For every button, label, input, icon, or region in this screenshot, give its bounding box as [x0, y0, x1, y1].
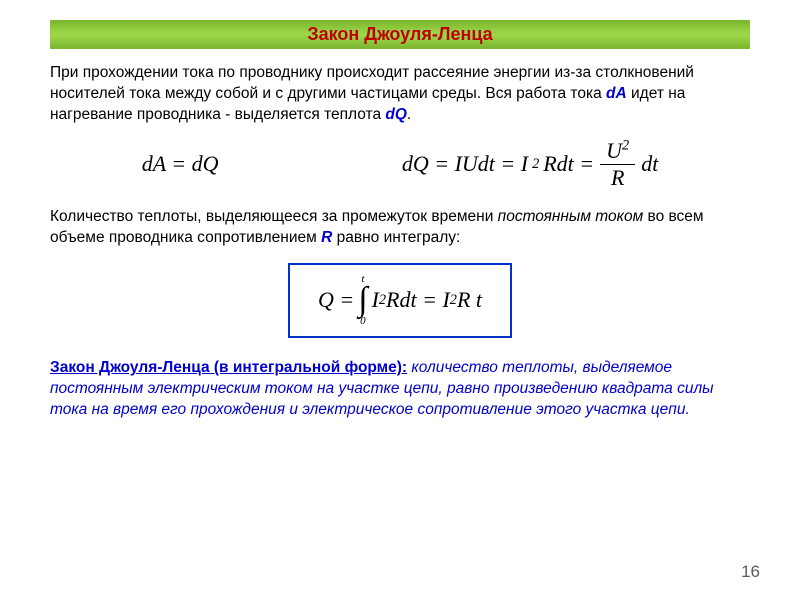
eq-text: Rdt = I	[386, 287, 450, 313]
text-segment: .	[407, 106, 411, 123]
fraction-num: U2	[600, 140, 635, 165]
boxed-equation: Q = t ∫ 0 I2Rdt = I2R t	[288, 263, 512, 339]
eq-text: U	[606, 138, 622, 163]
integral-lower: 0	[360, 317, 366, 326]
equation-2: dQ = IUdt = I 2 Rdt = U2 R dt	[402, 140, 658, 189]
equation-row: dA = dQ dQ = IUdt = I 2 Rdt = U2 R dt	[50, 140, 750, 189]
text-segment: Количество теплоты, выделяющееся за пром…	[50, 208, 498, 225]
eq-text: R t	[457, 287, 482, 313]
slide-container: Закон Джоуля-Ленца При прохождении тока …	[0, 0, 800, 600]
var-dQ: dQ	[385, 106, 407, 123]
page-number: 16	[741, 562, 760, 582]
eq-text: dt	[641, 151, 658, 177]
eq-text: Rdt =	[543, 151, 594, 177]
text-italic: постоянным током	[498, 208, 644, 225]
title-bar: Закон Джоуля-Ленца	[50, 20, 750, 49]
law-title: Закон Джоуля-Ленца (в интегральной форме…	[50, 359, 407, 376]
paragraph-intro: При прохождении тока по проводнику проис…	[50, 63, 750, 126]
law-definition: Закон Джоуля-Ленца (в интегральной форме…	[50, 358, 750, 421]
eq-sup: 2	[622, 137, 629, 153]
slide-title: Закон Джоуля-Ленца	[307, 24, 492, 44]
var-R: R	[321, 229, 332, 246]
text-segment: равно интегралу:	[332, 229, 460, 246]
eq-text: dQ = IUdt = I	[402, 151, 528, 177]
fraction: U2 R	[600, 140, 635, 189]
equation-1: dA = dQ	[142, 151, 219, 177]
eq-text: dA = dQ	[142, 151, 219, 177]
eq-text: Q =	[318, 287, 354, 313]
paragraph-integral-intro: Количество теплоты, выделяющееся за пром…	[50, 207, 750, 249]
fraction-den: R	[605, 165, 630, 189]
var-dA: dA	[606, 85, 627, 102]
text-segment: При прохождении тока по проводнику проис…	[50, 64, 694, 102]
integral-symbol: ∫	[358, 283, 367, 317]
integral: t ∫ 0	[358, 275, 367, 327]
eq-text: I	[372, 287, 379, 313]
